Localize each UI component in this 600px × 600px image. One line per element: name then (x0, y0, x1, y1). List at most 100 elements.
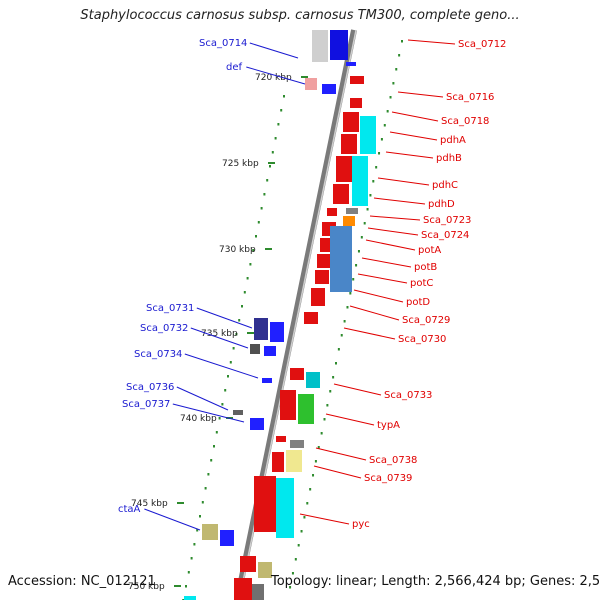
gene-label-sca-0734[interactable]: Sca_0734 (134, 349, 182, 360)
gene-feature[interactable] (264, 346, 276, 356)
gene-label-sca-0723[interactable]: Sca_0723 (423, 215, 471, 226)
gene-feature[interactable] (360, 116, 376, 154)
gene-label-ctaa[interactable]: ctaA (118, 504, 141, 515)
gene-label-sca-0730[interactable]: Sca_0730 (398, 334, 446, 345)
gene-feature[interactable] (327, 208, 337, 216)
gene-feature[interactable] (350, 76, 364, 84)
leader-line (246, 66, 306, 85)
gene-feature[interactable] (312, 30, 328, 62)
gene-feature[interactable] (272, 452, 284, 472)
gene-feature[interactable] (306, 372, 320, 388)
gene-label-sca-0712[interactable]: Sca_0712 (458, 39, 506, 50)
gene-feature[interactable] (252, 584, 264, 600)
gene-feature[interactable] (346, 62, 356, 66)
scale-label: 725 kbp (222, 159, 259, 169)
gene-feature[interactable] (330, 226, 352, 292)
gene-label-sca-0737[interactable]: Sca_0737 (122, 399, 170, 410)
scale-label: 735 kbp (201, 329, 238, 339)
gene-feature[interactable] (352, 156, 368, 206)
gene-feature[interactable] (341, 134, 357, 154)
leader-line (361, 257, 412, 268)
leader-line (377, 177, 430, 186)
gene-label-sca-0736[interactable]: Sca_0736 (126, 382, 174, 393)
gene-label-sca-0729[interactable]: Sca_0729 (402, 315, 450, 326)
gene-label-potb[interactable]: potB (414, 262, 437, 273)
gene-feature[interactable] (333, 184, 349, 204)
leader-line (367, 227, 419, 236)
gene-feature[interactable] (220, 530, 234, 546)
leader-line (365, 239, 416, 251)
gene-label-sca-0739[interactable]: Sca_0739 (364, 473, 412, 484)
leader-line (373, 197, 426, 205)
leader-line (184, 353, 259, 379)
gene-feature[interactable] (290, 368, 304, 380)
gene-feature[interactable] (262, 378, 272, 383)
gene-label-pdha[interactable]: pdhA (440, 135, 466, 146)
gene-label-sca-0733[interactable]: Sca_0733 (384, 390, 432, 401)
gene-label-sca-0714[interactable]: Sca_0714 (199, 38, 247, 49)
leader-line (313, 465, 362, 479)
gene-feature[interactable] (234, 578, 252, 600)
gene-label-typa[interactable]: typA (377, 420, 400, 431)
gene-label-sca-0718[interactable]: Sca_0718 (441, 116, 489, 127)
leader-line (144, 508, 201, 531)
gene-feature[interactable] (315, 270, 329, 284)
gene-feature[interactable] (298, 394, 314, 424)
gene-label-sca-0732[interactable]: Sca_0732 (140, 323, 188, 334)
gene-feature[interactable] (184, 596, 196, 600)
gene-feature[interactable] (305, 78, 317, 90)
leader-line (397, 91, 444, 98)
scale-label: 745 kbp (131, 499, 168, 509)
gene-feature[interactable] (280, 390, 296, 420)
gene-label-pyc[interactable]: pyc (352, 519, 370, 530)
leader-line (299, 513, 350, 525)
gene-feature[interactable] (202, 524, 218, 540)
gene-label-sca-0716[interactable]: Sca_0716 (446, 92, 494, 103)
leader-line (385, 151, 434, 159)
gene-feature[interactable] (304, 312, 318, 324)
leader-line (391, 111, 439, 122)
leader-line (325, 413, 375, 426)
gene-label-potc[interactable]: potC (410, 278, 433, 289)
gene-feature[interactable] (330, 30, 348, 60)
gene-label-potd[interactable]: potD (406, 297, 430, 308)
gene-feature[interactable] (343, 216, 355, 226)
gene-feature[interactable] (311, 288, 325, 306)
leader-line (389, 131, 438, 141)
gene-feature[interactable] (286, 450, 302, 472)
map-title: Staphylococcus carnosus subsp. carnosus … (80, 8, 520, 23)
gene-feature[interactable] (322, 84, 336, 94)
gene-label-sca-0724[interactable]: Sca_0724 (421, 230, 469, 241)
gene-label-pdhd[interactable]: pdhD (428, 199, 455, 210)
gene-feature[interactable] (270, 322, 284, 342)
gene-feature[interactable] (276, 478, 294, 538)
gene-feature[interactable] (336, 156, 352, 182)
gene-feature[interactable] (276, 436, 286, 442)
leader-line (369, 215, 421, 221)
gene-feature[interactable] (350, 98, 362, 108)
gene-feature[interactable] (290, 440, 304, 448)
leader-line (333, 383, 382, 396)
gene-feature[interactable] (250, 418, 264, 430)
gene-feature[interactable] (254, 476, 276, 532)
gene-feature[interactable] (233, 410, 243, 415)
gene-feature[interactable] (258, 562, 272, 578)
gene-feature[interactable] (240, 556, 256, 572)
gene-label-pdhc[interactable]: pdhC (432, 180, 458, 191)
gene-feature[interactable] (254, 318, 268, 340)
leader-line (249, 42, 299, 59)
gene-label-pota[interactable]: potA (418, 245, 441, 256)
leader-line (315, 447, 367, 461)
gene-feature[interactable] (250, 344, 260, 354)
gene-label-sca-0738[interactable]: Sca_0738 (369, 455, 417, 466)
gene-label-pdhb[interactable]: pdhB (436, 153, 462, 164)
gene-label-sca-0731[interactable]: Sca_0731 (146, 303, 194, 314)
leader-line (349, 305, 400, 321)
gene-feature[interactable] (346, 208, 358, 214)
gene-feature[interactable] (343, 112, 359, 132)
gene-feature[interactable] (317, 254, 331, 268)
gene-label-def[interactable]: def (226, 62, 243, 73)
scale-label: 720 kbp (255, 73, 292, 83)
leader-line (353, 289, 404, 303)
